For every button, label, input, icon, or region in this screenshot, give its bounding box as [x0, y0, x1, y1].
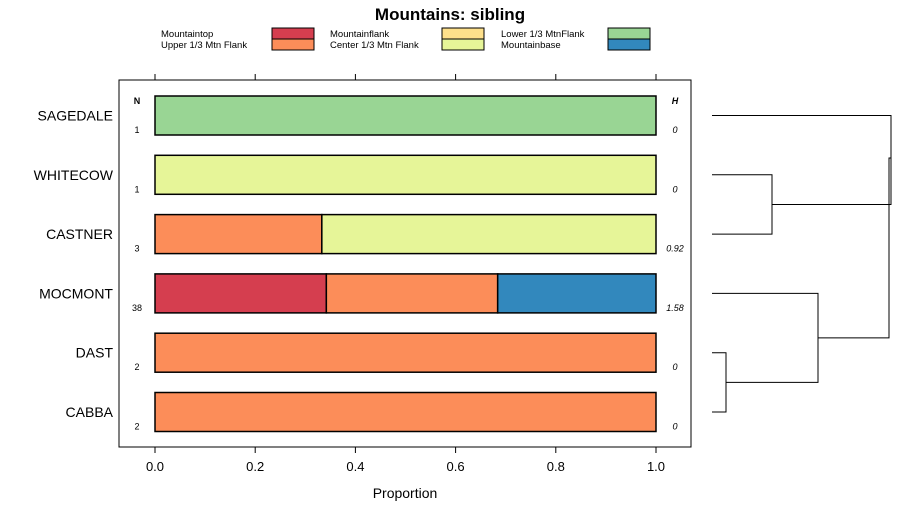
dendrogram-branch	[712, 292, 819, 383]
h-value: 0	[672, 422, 677, 432]
n-value: 1	[134, 125, 139, 135]
bar-segment	[496, 273, 657, 314]
x-tick-label: 0.2	[246, 459, 264, 474]
n-value: 3	[134, 244, 139, 254]
x-tick-label: 0.4	[346, 459, 364, 474]
legend-label: Mountainbase	[501, 40, 561, 51]
legend-label: Mountaintop	[161, 29, 213, 40]
legend-swatch	[607, 27, 651, 40]
dendrogram-branch	[712, 352, 727, 413]
dendrogram	[712, 115, 892, 413]
n-value: 1	[134, 184, 139, 194]
legend-label: Mountainflank	[330, 29, 389, 40]
category-label: CASTNER	[46, 226, 113, 242]
h-column-header: H	[672, 96, 679, 106]
bar-segment	[154, 213, 323, 255]
h-value: 0	[672, 362, 677, 372]
plot-frame	[118, 79, 692, 448]
category-label: MOCMONT	[39, 285, 113, 301]
chart-title: Mountains: sibling	[375, 5, 525, 24]
dendrogram-branch	[818, 157, 891, 339]
bar-segment	[154, 154, 657, 196]
n-column-header: N	[134, 96, 141, 106]
legend-swatch	[607, 38, 651, 51]
x-tick-label: 0.8	[547, 459, 565, 474]
bar-segment	[154, 273, 328, 314]
legend-swatch	[441, 38, 485, 51]
bar-segment	[154, 391, 657, 433]
x-axis: 0.0 0.2 0.4 0.6 0.8 1.0	[146, 74, 665, 474]
x-axis-label: Proportion	[373, 485, 438, 501]
h-value: 1.58	[666, 303, 684, 313]
category-label: WHITECOW	[34, 167, 114, 183]
x-tick-label: 0.6	[447, 459, 465, 474]
category-label: CABBA	[66, 404, 114, 420]
bar-segment	[325, 273, 499, 314]
category-label: DAST	[76, 345, 114, 361]
h-value: 0	[672, 184, 677, 194]
legend-swatch	[271, 27, 315, 40]
bar-segment	[154, 95, 657, 136]
x-tick-label: 1.0	[647, 459, 665, 474]
h-value: 0	[672, 125, 677, 135]
bar-rows: SAGEDALE 1 0 WHITECOW 1 0 CASTNER 3 0.92 MOCMONT 3…	[34, 95, 684, 433]
legend-label: Upper 1/3 Mtn Flank	[161, 40, 247, 51]
n-value: 2	[134, 362, 139, 372]
bar-segment	[321, 213, 657, 255]
h-value: 0.92	[666, 244, 684, 254]
bar-segment	[154, 332, 657, 373]
legend-swatch	[441, 27, 485, 40]
category-label: SAGEDALE	[38, 108, 113, 124]
legend-label: Center 1/3 Mtn Flank	[330, 40, 419, 51]
n-value: 38	[132, 303, 142, 313]
dendrogram-branch	[712, 174, 773, 235]
legend-label: Lower 1/3 MtnFlank	[501, 29, 585, 40]
n-value: 2	[134, 422, 139, 432]
legend-swatch	[271, 38, 315, 51]
dendrogram-branch	[712, 115, 892, 205]
x-tick-label: 0.0	[146, 459, 164, 474]
